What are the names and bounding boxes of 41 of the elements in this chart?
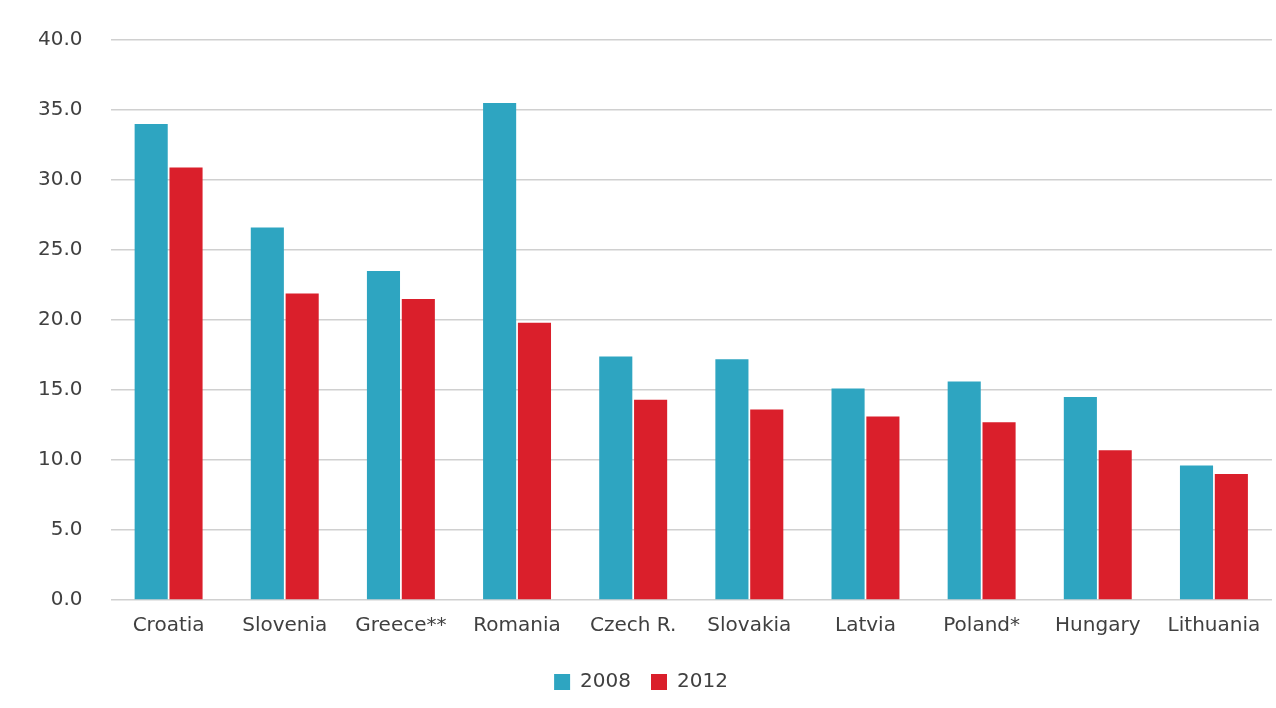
y-tick-label: 0.0 [50, 586, 83, 611]
y-tick-label: 35.0 [38, 96, 83, 121]
bar [401, 299, 435, 600]
x-tick-label: Hungary [1055, 612, 1141, 637]
x-tick-label: Latvia [835, 612, 896, 637]
bar [831, 388, 865, 600]
y-tick-label: 5.0 [50, 516, 83, 541]
bar [1179, 465, 1214, 600]
bar [715, 359, 749, 600]
bar [250, 227, 284, 600]
bar [866, 416, 900, 600]
bar [947, 381, 981, 600]
bar [1063, 397, 1097, 600]
bar [366, 271, 401, 600]
legend-label: 2008 [580, 668, 632, 693]
bar [750, 409, 784, 600]
x-tick-label: Romania [473, 612, 561, 637]
bar [134, 124, 168, 600]
y-tick-label: 25.0 [38, 236, 83, 261]
x-tick-label: Slovakia [707, 612, 792, 637]
x-tick-label: Croatia [132, 612, 205, 637]
bar [634, 399, 668, 600]
bar [982, 422, 1016, 600]
y-tick-label: 15.0 [38, 376, 83, 401]
bar [599, 356, 633, 600]
bar [1214, 474, 1248, 600]
bar [169, 167, 203, 600]
bar [517, 322, 552, 600]
x-tick-label: Czech R. [590, 612, 677, 637]
x-tick-label: Greece** [355, 612, 447, 637]
y-tick-label: 20.0 [38, 306, 83, 331]
y-tick-label: 10.0 [38, 446, 83, 471]
y-tick-label: 30.0 [38, 166, 83, 191]
y-tick-label: 40.0 [38, 26, 83, 51]
bar [1098, 450, 1132, 600]
bar [483, 103, 517, 600]
x-tick-label: Slovenia [242, 612, 328, 637]
x-tick-label: Poland* [943, 612, 1021, 637]
bar [285, 293, 319, 600]
x-tick-label: Lithuania [1167, 612, 1261, 637]
legend-label: 2012 [677, 668, 728, 693]
